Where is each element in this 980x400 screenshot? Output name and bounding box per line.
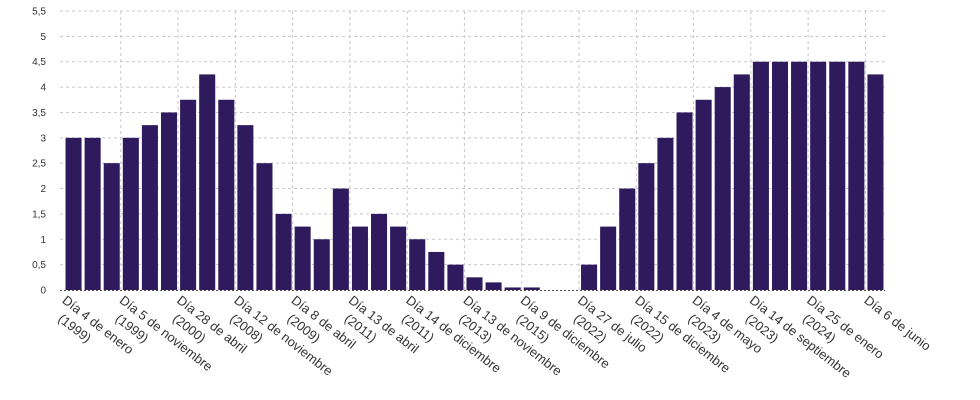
- bar: [180, 99, 197, 291]
- bar: [84, 137, 101, 290]
- bar: [581, 264, 598, 290]
- bar: [428, 251, 445, 290]
- y-tick-label: 4: [40, 83, 46, 94]
- y-tick-label: 2,5: [32, 159, 46, 170]
- bar: [485, 282, 502, 290]
- y-axis-ticks: 0 0,5 1 1,5 2 2,5 3 3,5 4 4,5 5 5,5: [32, 7, 46, 297]
- bar: [676, 112, 693, 290]
- bar: [810, 61, 827, 291]
- y-tick-label: 1,5: [32, 209, 46, 220]
- bar: [523, 287, 540, 290]
- bar: [237, 125, 254, 290]
- bar: [313, 239, 330, 290]
- bar: [619, 188, 636, 290]
- y-tick-label: 5: [40, 32, 46, 43]
- bar: [275, 213, 292, 290]
- bar: [600, 226, 617, 290]
- y-tick-label: 3: [40, 133, 46, 144]
- bar: [657, 137, 674, 290]
- bar: [256, 163, 273, 290]
- bar: [848, 61, 865, 291]
- bar: [714, 87, 731, 290]
- bar: [390, 226, 407, 290]
- bar: [332, 188, 349, 290]
- bar: [504, 287, 521, 290]
- bar: [752, 61, 769, 291]
- x-axis-ticks: Día 4 de enero(1999) Día 5 de noviembre(1…: [55, 292, 934, 380]
- y-tick-label: 5,5: [32, 7, 46, 18]
- bar: [695, 99, 712, 291]
- bar: [733, 74, 750, 290]
- bar: [141, 125, 158, 290]
- bar: [218, 99, 235, 291]
- bar: [160, 112, 178, 290]
- bar: [351, 226, 368, 290]
- bar: [103, 163, 120, 290]
- bar: [199, 74, 216, 290]
- bar: [409, 239, 426, 290]
- y-tick-label: 3,5: [32, 108, 46, 119]
- y-tick-label: 0: [40, 286, 46, 297]
- vertical-gridlines: [120, 11, 866, 290]
- bar: [466, 277, 483, 290]
- bars-group: [65, 61, 884, 291]
- y-tick-label: 2: [40, 184, 46, 195]
- y-tick-label: 4,5: [32, 57, 46, 68]
- bar: [791, 61, 808, 291]
- bar: [371, 213, 388, 290]
- bar: [638, 163, 655, 290]
- bar: [867, 74, 884, 290]
- bar: [771, 61, 789, 291]
- y-tick-label: 1: [40, 235, 46, 246]
- y-tick-label: 0,5: [32, 260, 46, 271]
- bar: [122, 137, 139, 290]
- bar: [294, 226, 311, 290]
- bar: [829, 61, 846, 291]
- bar: [447, 264, 464, 290]
- bar: [65, 137, 82, 290]
